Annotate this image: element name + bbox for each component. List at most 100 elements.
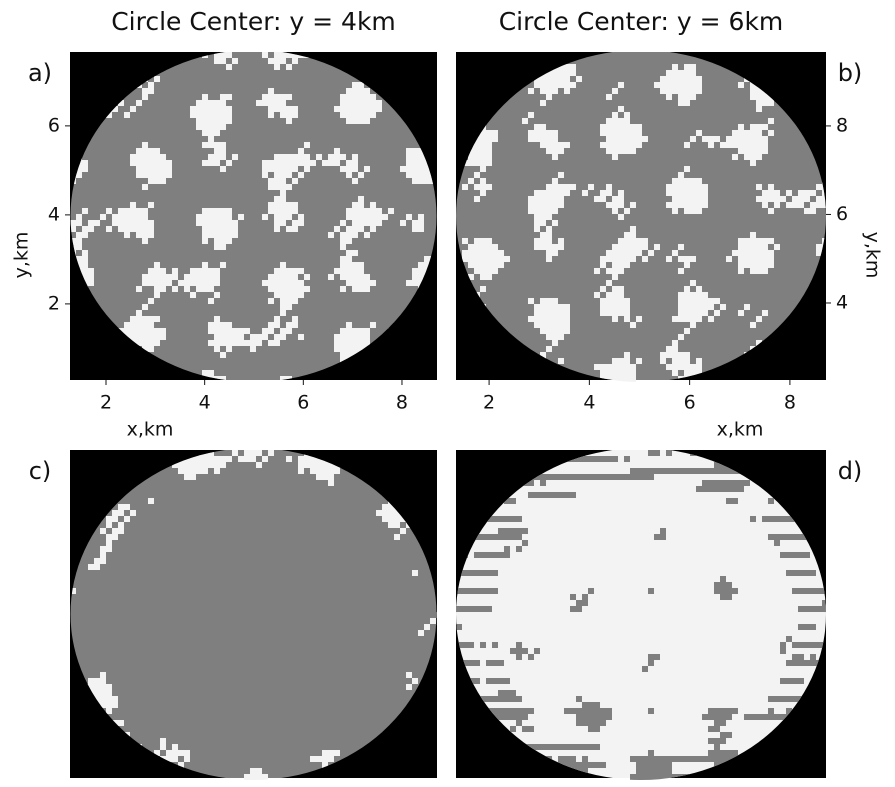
mask-cell <box>220 232 226 238</box>
mask-cell <box>358 118 364 124</box>
mask-cell <box>552 154 558 160</box>
mask-cell <box>600 196 606 202</box>
mask-cell <box>696 756 702 762</box>
mask-cell <box>462 588 468 594</box>
mask-cell <box>510 690 516 696</box>
mask-cell <box>744 262 750 268</box>
mask-cell <box>708 714 714 720</box>
x-tick-label: 2 <box>100 392 112 414</box>
mask-cell <box>738 142 744 148</box>
mask-cell <box>750 232 756 238</box>
mask-cell <box>220 220 226 226</box>
mask-cell <box>576 600 582 606</box>
panel-label: b) <box>838 59 863 87</box>
mask-cell <box>624 304 630 310</box>
mask-cell <box>558 358 564 364</box>
mask-cell <box>226 238 232 244</box>
mask-cell <box>786 552 792 558</box>
mask-cell <box>756 100 762 106</box>
mask-cell <box>498 696 504 702</box>
mask-cell <box>280 268 286 274</box>
mask-cell <box>720 468 726 474</box>
mask-cell <box>220 340 226 346</box>
mask-cell <box>504 690 510 696</box>
mask-cell <box>792 660 798 666</box>
mask-cell <box>486 130 492 136</box>
mask-cell <box>750 714 756 720</box>
panel-title: Circle Center: y = 4km <box>111 7 396 36</box>
mask-cell <box>504 696 510 702</box>
mask-cell <box>220 124 226 130</box>
mask-cell <box>558 244 564 250</box>
mask-cell <box>702 310 708 316</box>
mask-cell <box>696 202 702 208</box>
mask-cell <box>220 214 226 220</box>
mask-cell <box>564 184 570 190</box>
mask-cell <box>214 244 220 250</box>
mask-cell <box>678 468 684 474</box>
mask-cell <box>666 184 672 190</box>
mask-cell <box>160 274 166 280</box>
mask-cell <box>226 94 232 100</box>
mask-cell <box>480 142 486 148</box>
mask-cell <box>618 106 624 112</box>
mask-cell <box>142 322 148 328</box>
mask-cell <box>154 166 160 172</box>
mask-cell <box>340 286 346 292</box>
mask-cell <box>714 480 720 486</box>
mask-cell <box>624 124 630 130</box>
mask-cell <box>292 298 298 304</box>
mask-cell <box>666 76 672 82</box>
mask-cell <box>334 154 340 160</box>
mask-cell <box>492 588 498 594</box>
mask-cell <box>732 154 738 160</box>
mask-cell <box>136 232 142 238</box>
mask-cell <box>480 286 486 292</box>
mask-cell <box>516 546 522 552</box>
mask-cell <box>244 450 250 456</box>
mask-cell <box>714 708 720 714</box>
mask-cell <box>412 178 418 184</box>
mask-cell <box>546 474 552 480</box>
mask-cell <box>744 714 750 720</box>
mask-cell <box>274 202 280 208</box>
mask-cell <box>118 208 124 214</box>
mask-cell <box>370 106 376 112</box>
mask-cell <box>196 220 202 226</box>
mask-cell <box>304 166 310 172</box>
mask-cell <box>298 172 304 178</box>
mask-cell <box>654 468 660 474</box>
mask-cell <box>690 298 696 304</box>
mask-cell <box>352 250 358 256</box>
mask-cell <box>208 340 214 346</box>
mask-cell <box>552 136 558 142</box>
mask-cell <box>364 334 370 340</box>
mask-cell <box>154 316 160 322</box>
mask-cell <box>600 474 606 480</box>
mask-cell <box>328 480 334 486</box>
mask-cell <box>498 714 504 720</box>
mask-cell <box>618 136 624 142</box>
mask-cell <box>94 678 100 684</box>
mask-cell <box>208 100 214 106</box>
mask-cell <box>546 250 552 256</box>
mask-cell <box>738 262 744 268</box>
mask-cell <box>412 274 418 280</box>
mask-cell <box>690 178 696 184</box>
mask-cell <box>696 298 702 304</box>
mask-cell <box>340 166 346 172</box>
mask-cell <box>412 226 418 232</box>
mask-cell <box>564 756 570 762</box>
mask-cell <box>202 112 208 118</box>
mask-cell <box>774 202 780 208</box>
mask-cell <box>142 214 148 220</box>
mask-cell <box>606 94 612 100</box>
mask-cell <box>762 244 768 250</box>
mask-cell <box>768 256 774 262</box>
mask-cell <box>780 516 786 522</box>
mask-cell <box>504 714 510 720</box>
mask-cell <box>540 474 546 480</box>
mask-cell <box>208 154 214 160</box>
mask-cell <box>534 304 540 310</box>
mask-cell <box>364 274 370 280</box>
